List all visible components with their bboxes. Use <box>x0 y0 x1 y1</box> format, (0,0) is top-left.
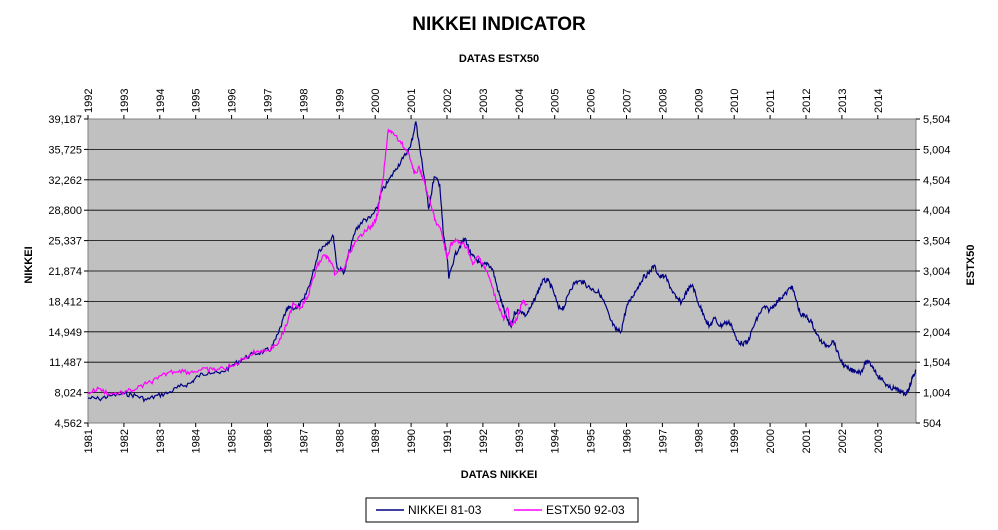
x-bottom-tick-label: 1990 <box>406 429 418 453</box>
y-left-tick-label: 14,949 <box>48 327 82 339</box>
y-left-tick-label: 39,187 <box>48 114 82 126</box>
y-right-tick-label: 2,504 <box>923 296 951 308</box>
series-layer <box>87 121 917 403</box>
x-bottom-tick-label: 1993 <box>514 429 526 453</box>
x-top-tick-label: 1999 <box>334 89 346 113</box>
x-bottom-tick-label: 1985 <box>227 429 239 453</box>
x-bottom-tick-label: 2003 <box>873 429 885 453</box>
axes: 4,562 504 8,024 1,004 11,487 1,504 14,949 2,004… <box>48 89 950 454</box>
legend-label-estx50: ESTX50 92-03 <box>546 503 625 517</box>
x-bottom-tick-label: 1991 <box>442 429 454 453</box>
gridlines <box>88 148 916 394</box>
legend: NIKKEI 81-03 ESTX50 92-03 <box>365 497 639 523</box>
x-top-tick-label: 2007 <box>622 89 634 113</box>
x-top-tick-label: 2006 <box>586 89 598 113</box>
x-top-tick-label: 2001 <box>406 89 418 113</box>
x-top-tick-label: 2011 <box>765 89 777 113</box>
x-bottom-tick-label: 1992 <box>478 429 490 453</box>
x-bottom-tick-label: 1989 <box>370 429 382 453</box>
x-bottom-tick-label: 1983 <box>155 429 167 453</box>
y-right-tick-label: 4,004 <box>923 205 951 217</box>
y-left-tick-label: 4,562 <box>54 418 82 430</box>
legend-box <box>365 497 639 523</box>
series-line-estx50 <box>87 128 528 396</box>
y-left-tick-label: 18,412 <box>48 296 82 308</box>
x-top-tick-label: 2013 <box>837 89 849 113</box>
chart-title: NIKKEI INDICATOR <box>412 14 586 35</box>
x-top-tick-label: 2010 <box>729 89 741 113</box>
y-right-axis-title: ESTX50 <box>965 245 977 286</box>
x-bottom-axis-title: DATAS NIKKEI <box>461 469 538 481</box>
y-right-tick-label: 2,004 <box>923 327 951 339</box>
y-right-tick-label: 504 <box>923 418 941 430</box>
x-bottom-tick-label: 1997 <box>657 429 669 453</box>
y-right-tick-label: 5,004 <box>923 144 951 156</box>
y-left-axis-title: NIKKEI <box>23 246 35 283</box>
y-left-tick-label: 35,725 <box>48 144 82 156</box>
x-top-tick-label: 2009 <box>693 89 705 113</box>
x-top-tick-label: 2000 <box>370 89 382 113</box>
series-line-nikkei <box>88 121 917 403</box>
x-bottom-tick-label: 1994 <box>550 429 562 453</box>
x-bottom-tick-label: 2000 <box>765 429 777 453</box>
x-top-tick-label: 2003 <box>478 89 490 113</box>
x-bottom-tick-label: 2001 <box>801 429 813 453</box>
y-right-tick-label: 4,504 <box>923 175 951 187</box>
x-top-tick-label: 1996 <box>227 89 239 113</box>
x-top-tick-label: 1994 <box>155 89 167 113</box>
x-top-tick-label: 2004 <box>514 89 526 113</box>
x-bottom-tick-label: 1986 <box>263 429 275 453</box>
y-right-tick-label: 1,504 <box>923 357 951 369</box>
x-bottom-tick-label: 1987 <box>298 429 310 453</box>
x-top-tick-label: 2008 <box>657 89 669 113</box>
x-top-tick-label: 1993 <box>119 89 131 113</box>
x-bottom-tick-label: 1981 <box>83 429 95 453</box>
y-right-tick-label: 1,004 <box>923 388 951 400</box>
y-left-tick-label: 21,874 <box>48 266 82 278</box>
x-top-tick-label: 2014 <box>873 89 885 113</box>
y-right-tick-label: 5,504 <box>923 114 951 126</box>
y-right-tick-label: 3,504 <box>923 236 951 248</box>
x-top-tick-label: 2012 <box>801 89 813 113</box>
x-bottom-tick-label: 1998 <box>693 429 705 453</box>
x-top-tick-label: 1997 <box>263 89 275 113</box>
x-bottom-tick-label: 1995 <box>586 429 598 453</box>
x-top-tick-label: 1992 <box>83 89 95 113</box>
x-bottom-tick-label: 2002 <box>837 429 849 453</box>
x-bottom-tick-label: 1988 <box>334 429 346 453</box>
y-right-tick-label: 3,004 <box>923 266 951 278</box>
x-top-tick-label: 2005 <box>550 89 562 113</box>
x-top-tick-label: 1998 <box>298 89 310 113</box>
y-left-tick-label: 28,800 <box>48 205 82 217</box>
x-bottom-tick-label: 1999 <box>729 429 741 453</box>
x-bottom-tick-label: 1982 <box>119 429 131 453</box>
y-left-tick-label: 25,337 <box>48 236 82 248</box>
x-top-axis-title: DATAS ESTX50 <box>459 53 539 65</box>
x-bottom-tick-label: 1984 <box>191 429 203 453</box>
legend-label-nikkei: NIKKEI 81-03 <box>408 503 482 517</box>
y-left-tick-label: 32,262 <box>48 175 82 187</box>
y-left-tick-label: 11,487 <box>49 357 82 369</box>
y-left-tick-label: 8,024 <box>54 388 82 400</box>
x-top-tick-label: 2002 <box>442 89 454 113</box>
x-top-tick-label: 1995 <box>191 89 203 113</box>
x-bottom-tick-label: 1996 <box>622 429 634 453</box>
